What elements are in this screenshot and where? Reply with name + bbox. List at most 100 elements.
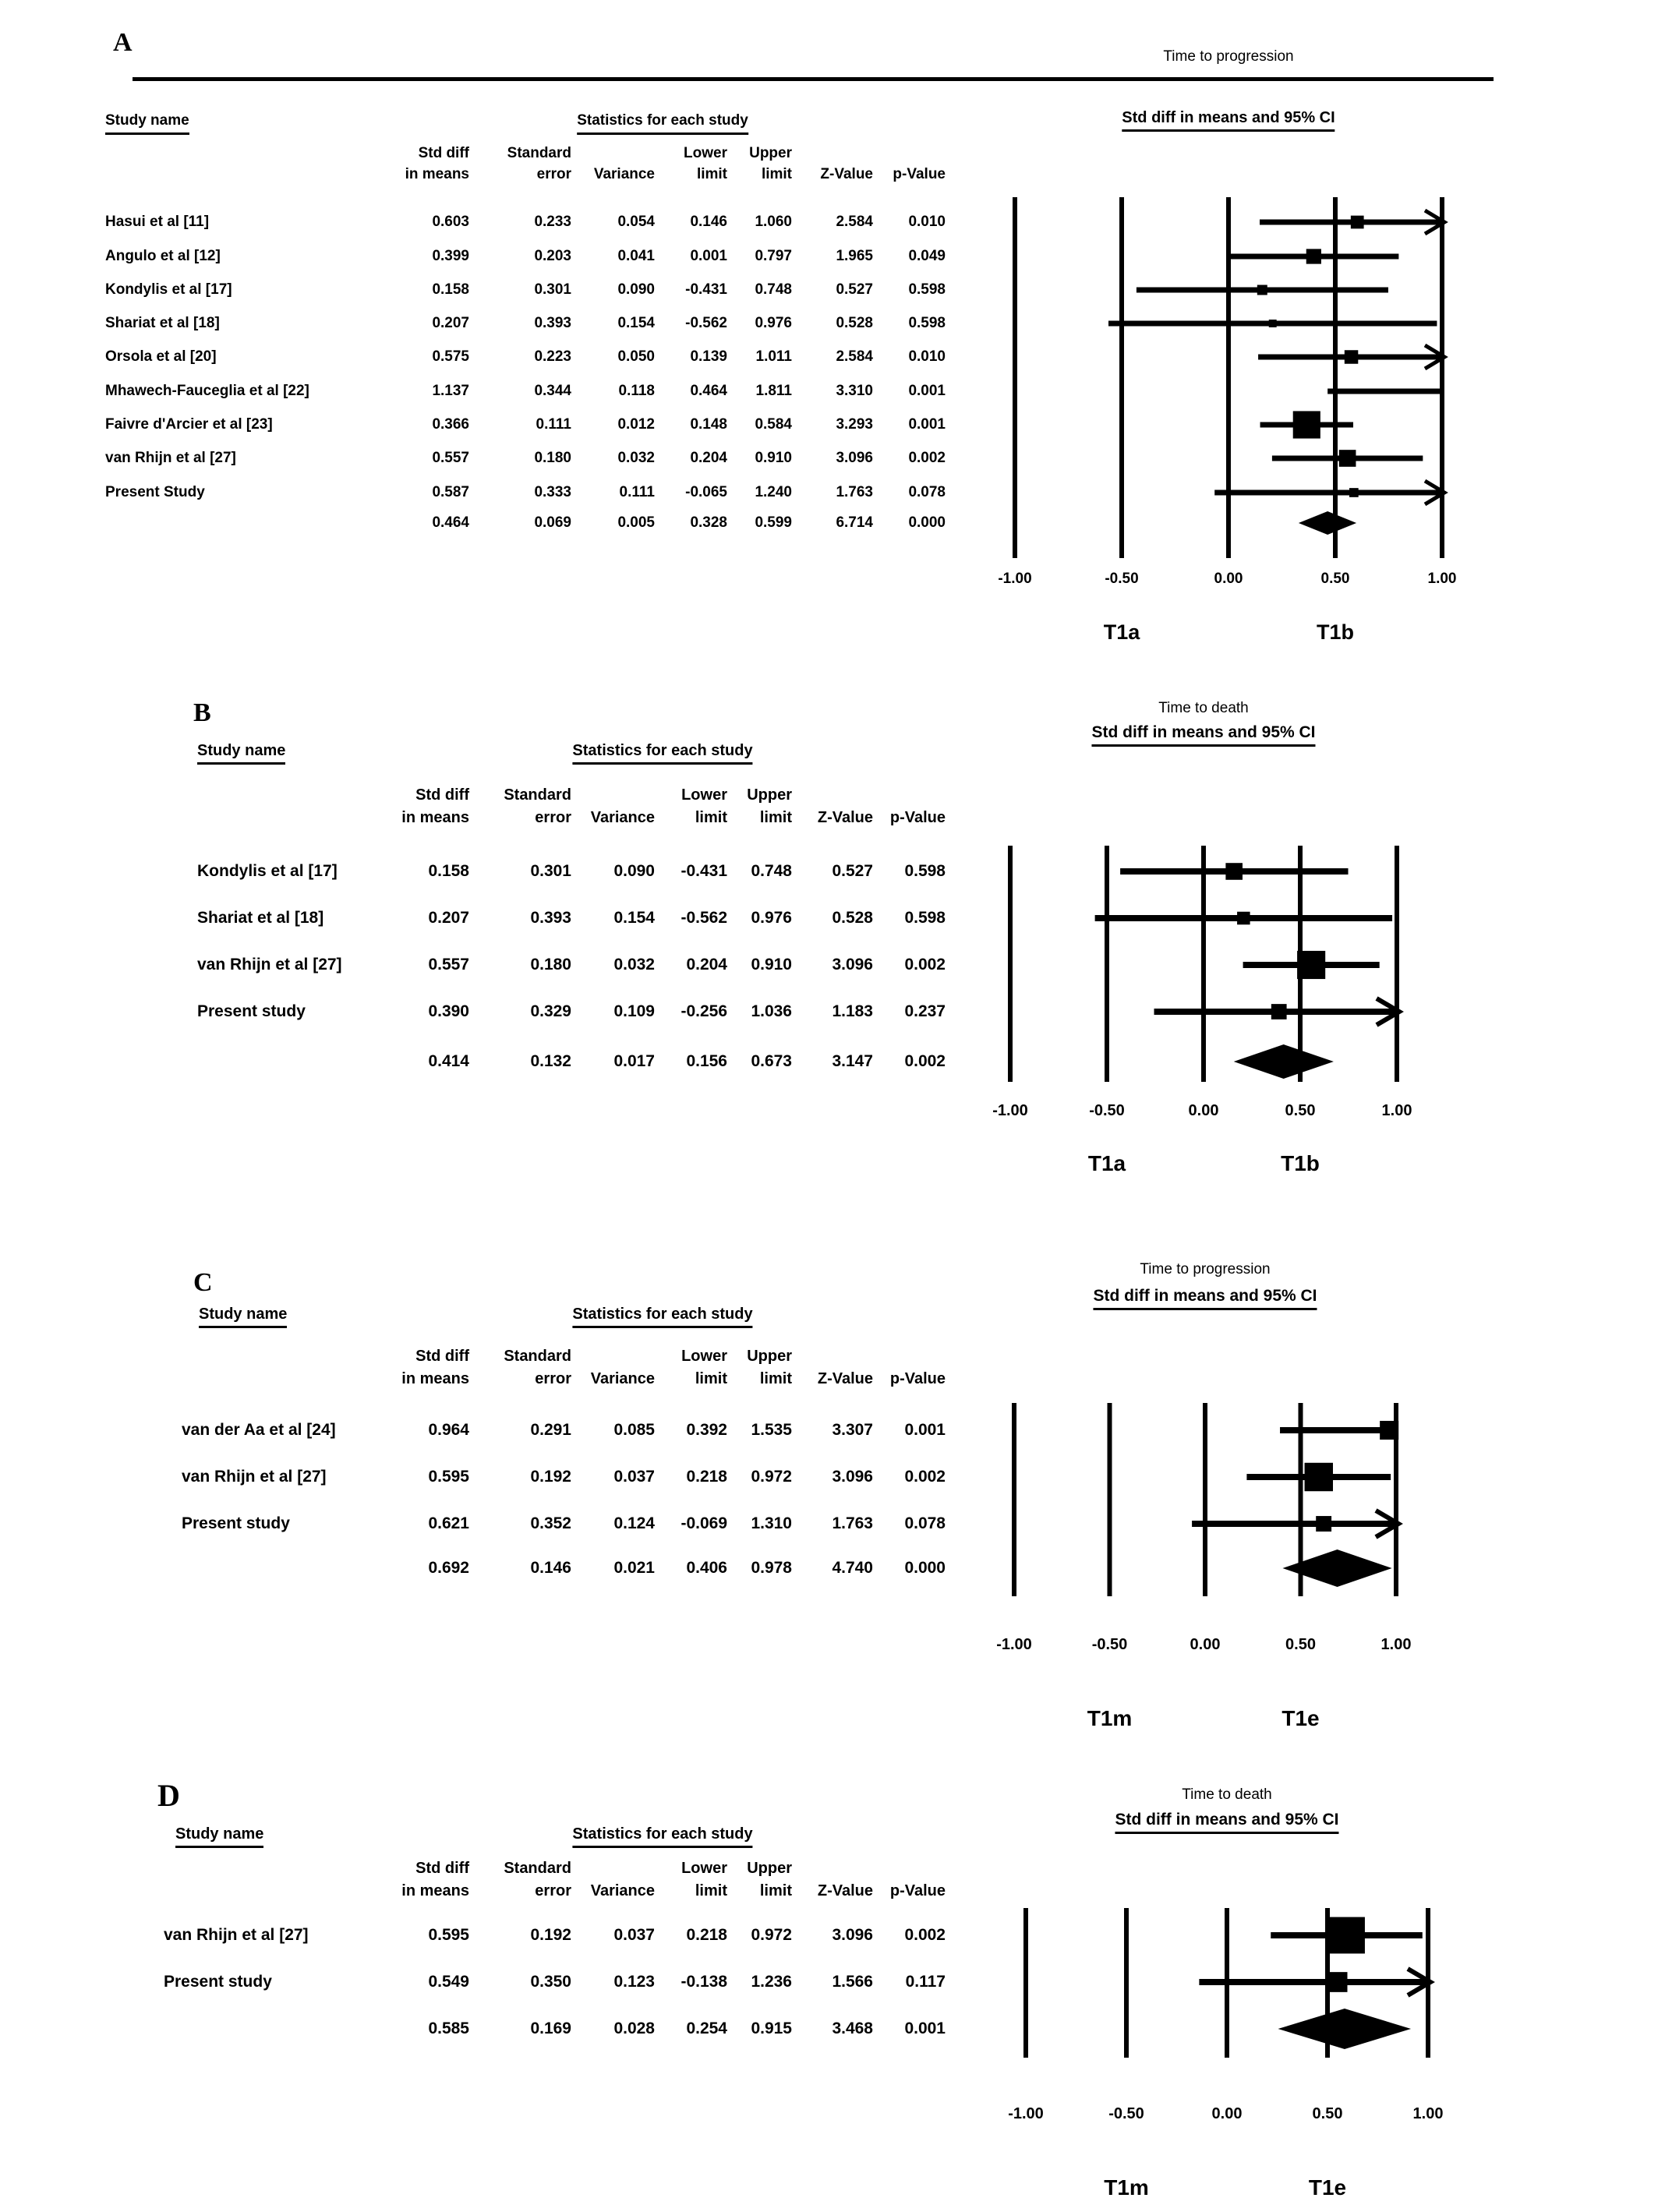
study-name: Hasui et al [11]: [105, 214, 210, 230]
group-label: T1m: [1104, 2175, 1149, 2200]
group-label: T1m: [1087, 1706, 1133, 1730]
column-header: Std diff: [418, 145, 469, 161]
stat-value-p: 0.598: [908, 315, 946, 331]
stat-value-variance: 0.085: [613, 1421, 655, 1439]
stat-value-variance: 0.154: [613, 909, 655, 927]
stat-value-lower: 0.204: [690, 450, 727, 466]
point-estimate-marker: [1268, 320, 1277, 327]
stat-value-z: 3.096: [832, 1468, 873, 1486]
column-header: Variance: [590, 809, 655, 826]
stat-value-std_err: 0.223: [534, 348, 571, 365]
stat-value-z: 0.528: [836, 315, 873, 331]
summary-value-std_err: 0.146: [530, 1559, 571, 1577]
summary-value-upper: 0.915: [751, 2019, 792, 2037]
column-header: limit: [761, 166, 792, 182]
stat-value-std_diff: 0.587: [432, 484, 469, 500]
stat-value-p: 0.002: [908, 450, 946, 466]
stat-value-std_diff: 0.595: [428, 1468, 469, 1486]
stat-value-p: 0.117: [905, 1973, 946, 1991]
summary-value-lower: 0.328: [690, 514, 727, 531]
stats-header: Statistics for each study: [572, 1824, 753, 1848]
summary-value-variance: 0.005: [617, 514, 655, 531]
forest-plot: [1013, 197, 1448, 558]
summary-value-std_err: 0.132: [530, 1052, 571, 1070]
axis-tick-label: 1.00: [1381, 1102, 1412, 1119]
stat-value-std_err: 0.301: [534, 281, 571, 298]
study-name-header: Study name: [197, 740, 286, 765]
group-label: T1e: [1282, 1706, 1320, 1730]
stat-value-z: 1.183: [832, 1002, 873, 1020]
stat-value-std_err: 0.192: [530, 1926, 571, 1944]
ci-axis-header: Std diff in means and 95% CI: [1122, 108, 1335, 132]
stat-value-variance: 0.124: [613, 1514, 655, 1532]
summary-value-upper: 0.673: [751, 1052, 792, 1070]
summary-value-upper: 0.978: [751, 1559, 792, 1577]
arrow-right-icon: [1406, 1966, 1435, 1998]
study-name: Shariat et al [18]: [105, 315, 220, 331]
summary-value-p: 0.000: [908, 514, 946, 531]
summary-diamond: [1278, 2009, 1412, 2049]
stat-value-variance: 0.118: [618, 383, 656, 399]
point-estimate-marker: [1327, 1972, 1348, 1992]
stat-value-p: 0.078: [904, 1514, 946, 1532]
column-header: p-Value: [889, 809, 946, 826]
column-header: error: [535, 809, 571, 826]
stat-value-upper: 0.972: [751, 1468, 792, 1486]
column-header: Upper: [747, 786, 792, 804]
stats-header: Statistics for each study: [572, 1304, 753, 1328]
stat-value-z: 1.566: [832, 1973, 873, 1991]
study-name-header: Study name: [175, 1824, 264, 1848]
point-estimate-marker: [1271, 1004, 1287, 1019]
point-estimate-marker: [1316, 1516, 1332, 1532]
stat-value-upper: 1.310: [751, 1514, 792, 1532]
stat-value-variance: 0.090: [617, 281, 655, 298]
axis-tick-label: -0.50: [1091, 1636, 1128, 1653]
column-header: limit: [759, 809, 792, 826]
axis-tick-label: -0.50: [1089, 1102, 1125, 1119]
stat-value-std_err: 0.393: [530, 909, 571, 927]
column-header: error: [536, 166, 571, 182]
stat-value-std_err: 0.192: [530, 1468, 571, 1486]
column-header: Standard: [504, 1860, 571, 1877]
column-header: p-Value: [889, 1370, 946, 1387]
stat-value-z: 0.528: [832, 909, 873, 927]
axis-tick-label: 0.00: [1211, 2105, 1243, 2122]
ci-axis-header: Std diff in means and 95% CI: [1091, 723, 1316, 747]
stat-value-upper: 0.910: [751, 956, 792, 973]
stat-value-upper: 1.011: [755, 348, 793, 365]
stat-value-z: 2.584: [836, 348, 873, 365]
effect-title: Time to death: [1158, 700, 1249, 716]
column-header: Variance: [590, 1370, 655, 1387]
stat-value-p: 0.598: [908, 281, 946, 298]
stat-value-std_diff: 0.207: [432, 315, 469, 331]
stat-value-std_err: 0.291: [530, 1421, 571, 1439]
stat-value-upper: 1.535: [751, 1421, 792, 1439]
stat-value-z: 3.096: [832, 1926, 873, 1944]
point-estimate-marker: [1257, 284, 1267, 295]
summary-diamond: [1233, 1044, 1334, 1079]
column-header: Upper: [749, 145, 792, 161]
stat-value-std_err: 0.111: [536, 416, 571, 433]
axis-tick-label: -0.50: [1108, 2105, 1144, 2122]
summary-value-z: 3.468: [832, 2019, 873, 2037]
stat-value-upper: 0.797: [755, 248, 792, 264]
stat-value-std_diff: 0.390: [428, 1002, 469, 1020]
summary-value-std_diff: 0.585: [428, 2019, 469, 2037]
study-name: Angulo et al [12]: [105, 248, 221, 264]
axis-tick-label: 1.00: [1427, 571, 1457, 587]
stat-value-variance: 0.050: [617, 348, 655, 365]
stat-value-variance: 0.012: [617, 416, 655, 433]
stat-value-lower: 0.146: [690, 214, 727, 230]
stat-value-std_diff: 0.399: [432, 248, 469, 264]
stat-value-std_diff: 0.575: [432, 348, 469, 365]
column-header: Standard: [504, 1348, 571, 1365]
stat-value-p: 0.049: [908, 248, 946, 264]
stat-value-std_err: 0.393: [534, 315, 571, 331]
summary-value-p: 0.000: [904, 1559, 946, 1577]
study-name: van Rhijn et al [27]: [182, 1468, 327, 1486]
stat-value-upper: 0.976: [751, 909, 792, 927]
stat-value-upper: 0.584: [755, 416, 792, 433]
stat-value-lower: 0.148: [690, 416, 727, 433]
stat-value-lower: -0.138: [681, 1973, 727, 1991]
column-header: Std diff: [415, 1348, 469, 1365]
